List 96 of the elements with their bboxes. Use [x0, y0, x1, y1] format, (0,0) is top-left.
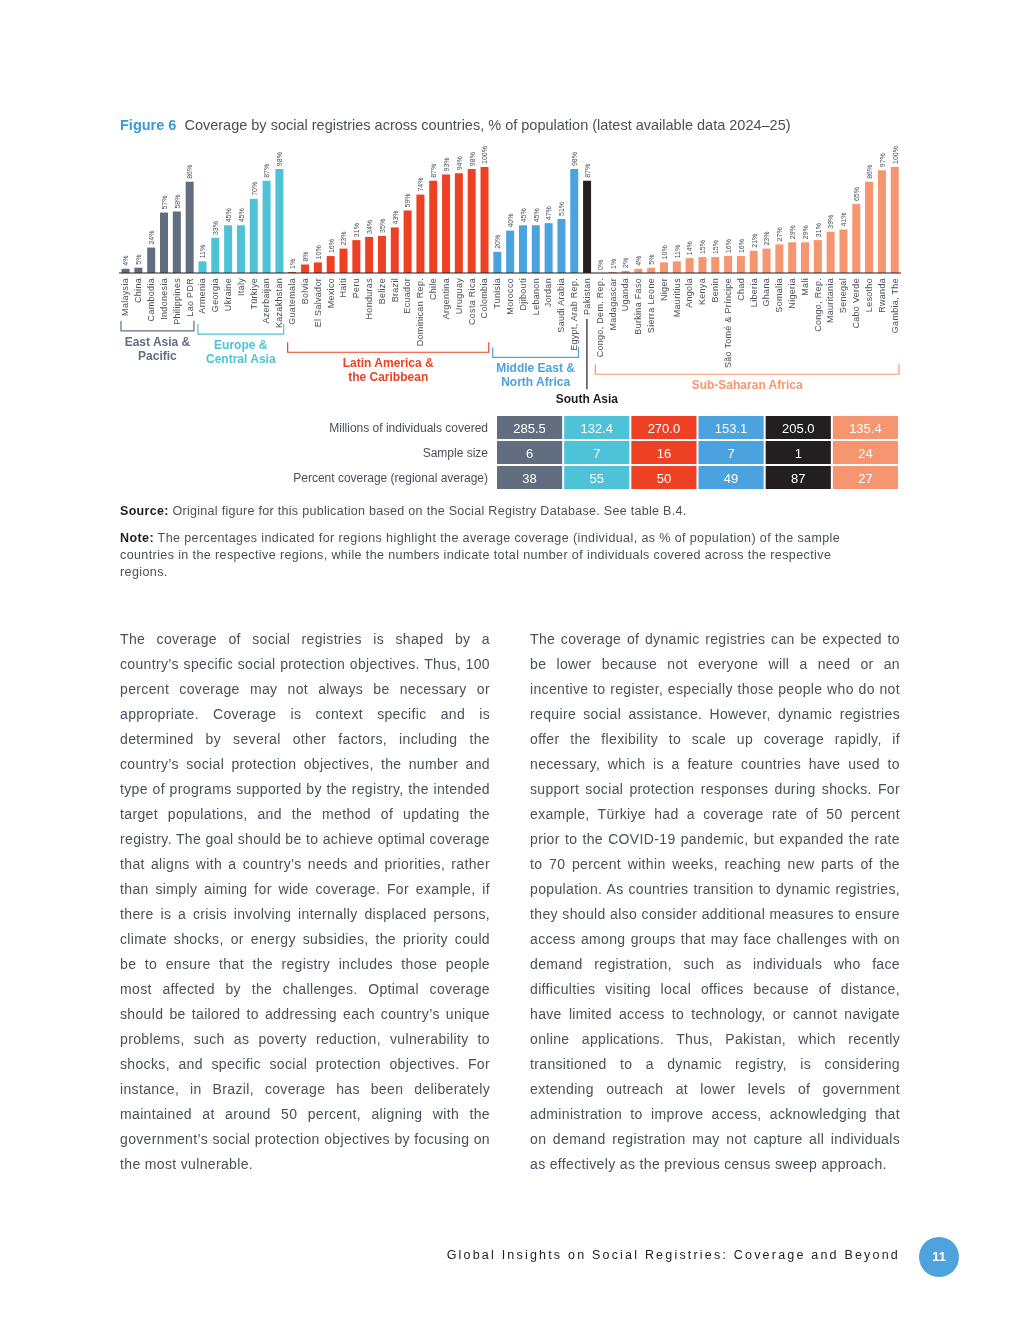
data-label: 153.1 [714, 420, 748, 435]
x-tick-label: Chad [735, 278, 746, 301]
x-tick-label: Ukraine [222, 278, 233, 312]
x-tick-label: Chile [428, 278, 439, 301]
x-tick-label: Türkiye [248, 278, 259, 310]
x-tick-label: Azerbaijan [261, 278, 272, 324]
data-label: 6 [525, 445, 534, 460]
x-tick-label: Georgia [210, 278, 221, 313]
x-tick-label: Armenia [197, 278, 208, 314]
x-tick-label: Guatemala [287, 278, 298, 325]
x-tick-label: Malaysia [120, 278, 131, 316]
data-label: 7 [593, 445, 601, 460]
x-tick-label: Lesotho [863, 278, 874, 313]
x-tick-label: Congo, Dem. Rep. [594, 278, 605, 358]
x-tick-label: Haiti [338, 278, 349, 298]
x-tick-label: Egypt, Arab Rep. [569, 278, 580, 351]
x-tick-label: Kenya [697, 278, 708, 306]
data-label: 55 [589, 470, 604, 485]
data-label: 24 [858, 445, 873, 460]
x-tick-label: Cabo Verde [851, 278, 862, 329]
text: 11 [932, 1249, 946, 1264]
data-label: 49 [723, 470, 739, 485]
x-tick-label: Gambia, The [889, 278, 900, 334]
text: Europe & Central Asia [205, 338, 276, 367]
x-tick-label: Honduras [363, 277, 374, 320]
text: South Asia [555, 392, 619, 407]
x-tick-label: Rwanda [876, 278, 887, 313]
data-label: 7 [727, 445, 735, 460]
data-label: 87 [791, 470, 806, 485]
x-tick-label: Indonesia [158, 278, 169, 320]
x-tick-label: Mauritania [825, 278, 836, 324]
text: The coverage of dynamic registries can be expected to be lower because not everyone will a need or an incentive to register, especially those people who do not require social assistance. However, dynamic registries offer the flexibility to scale up coverage rapidly, if necessary, which is a feature countries have used to support social protection responses during shocks. For example, Türkiye had a coverage rate of 50 percent prior to the COVID-19 pandemic, but expanded the rate to 70 percent within weeks, reaching new parts of the population. As countries transition to dynamic registries, they should also consider additional measures to ensure access among groups that may face challenges with on demand registration, such as individuals who face difficulties visiting local offices because of distance, have limited access to technology, or cannot navigate online applications. Thus, Pakistan, which recently transitioned to a dynamic registry, is considering extending outreach at lower levels of government administration to improve access, acknowledging that on demand registration may not capture all individuals as effectively as the previous census sweep approach. [530, 631, 900, 1172]
x-tick-label: Djibouti [517, 278, 528, 311]
text: Note: The percentages indicated for regions highlight the average coverage (individual, as % of population) of the sample countries in the respective regions, while the numbers indicate total number of individuals covered across the respective regions. [120, 531, 841, 579]
x-tick-label: Kazakhstan [274, 278, 285, 329]
data-label: 205.0 [781, 420, 815, 435]
x-tick-label: Niger [658, 278, 669, 302]
x-tick-label: Tunisia [492, 278, 503, 309]
chart-subtitle: Coverage by social registries across countries, % of population (latest available data 2024–25) [184, 117, 791, 133]
x-tick-label: El Salvador [312, 278, 323, 328]
x-tick-label: Lebanon [530, 278, 541, 316]
x-tick-label: Jordan [543, 278, 554, 308]
x-tick-label: Angola [684, 278, 695, 308]
y-tick-label: Sample size [422, 445, 489, 460]
x-tick-label: Brazil [389, 278, 400, 303]
data-label: 135.4 [849, 420, 882, 435]
text: The coverage of social registries is shaped by a country’s specific social protection objectives. Thus, 100 percent coverage may not always be necessary or appropriate. Coverage is context specific and is determined by several other factors, including the country’s social protection objectives, the number and type of programs supported by the registry, the intended target populations, and the method of updating the registry. The goal should be to achieve optimal coverage that aligns with a country’s needs and priorities, rather than simply aiming for wide coverage. For example, if there is a crisis involving internally displaced persons, climate shocks, or energy subsidies, the priority could be to ensure that the registry includes those people most affected by the challenges. Optimal coverage should be tailored to addressing each country’s unique problems, such as poverty reduction, vulnerability to shocks, and specific social protection objectives. For instance, in Brazil, coverage has been deliberately maintained at around 50 percent, aligning with the government’s social protection objectives by focusing on the most vulnerable. [120, 631, 490, 1172]
x-tick-label: Burkina Faso [633, 278, 644, 335]
x-tick-label: Senegal [838, 278, 849, 314]
x-tick-label: Costa Rica [466, 278, 477, 326]
x-tick-label: Argentina [440, 278, 451, 320]
text: Middle East & North Africa [496, 361, 575, 390]
data-label: 50 [656, 470, 672, 485]
x-tick-label: Philippines [171, 277, 182, 325]
x-tick-label: Lao PDR [184, 277, 195, 317]
x-tick-label: Cambodia [146, 278, 157, 322]
text: Global Insights on Social Registries: Coverage and Beyond [446, 1248, 900, 1262]
x-tick-label: Morocco [505, 278, 515, 315]
x-tick-label: Italy [235, 277, 246, 297]
x-tick-label: China [133, 278, 144, 304]
text: East Asia & Pacific [124, 334, 191, 363]
x-tick-label: Pakistan [581, 278, 592, 315]
x-tick-label: Benin [710, 278, 721, 303]
data-label: 27 [858, 470, 873, 485]
source-note: Source: Original figure for this publication based on the Social Registry Database. See table B.4. [120, 504, 687, 518]
x-tick-label: Ghana [761, 278, 772, 307]
chart-title: Figure 6 [120, 117, 177, 133]
x-tick-label: Colombia [479, 278, 490, 319]
text: Sub-Saharan Africa [691, 378, 803, 393]
x-tick-label: Nigeria [787, 278, 798, 309]
x-tick-label: Uruguay [453, 277, 464, 315]
x-tick-label: Somalia [774, 278, 785, 313]
y-tick-label: Millions of individuals covered [329, 420, 488, 435]
x-tick-label: Madagascar [607, 278, 618, 331]
x-tick-label: Saudi Arabia [556, 278, 567, 333]
y-tick-label: Percent coverage (regional average) [293, 470, 488, 485]
x-tick-label: São Tomé & Príncipe [722, 278, 733, 369]
data-label: 1 [794, 445, 802, 460]
x-tick-label: Mauritius [671, 277, 682, 318]
text: Latin America & the Caribbean [342, 356, 434, 385]
data-label: 270.0 [647, 420, 681, 435]
x-tick-label: Belize [376, 278, 387, 305]
x-tick-label: Congo, Rep. [812, 278, 823, 332]
data-label: 285.5 [513, 420, 546, 435]
x-tick-label: Mexico [325, 278, 336, 309]
x-tick-label: Dominican Rep. [415, 278, 426, 347]
x-tick-label: Uganda [620, 278, 631, 312]
data-label: 16 [656, 445, 672, 460]
x-tick-label: Liberia [748, 278, 759, 308]
x-tick-label: Sierra Leone [646, 278, 657, 334]
x-tick-label: Peru [351, 278, 362, 299]
x-tick-label: Ecuador [402, 278, 413, 314]
x-tick-label: Bolvia [299, 278, 310, 305]
x-tick-label: Mali [799, 278, 810, 296]
data-label: 132.4 [580, 420, 614, 435]
data-label: 38 [522, 470, 537, 485]
